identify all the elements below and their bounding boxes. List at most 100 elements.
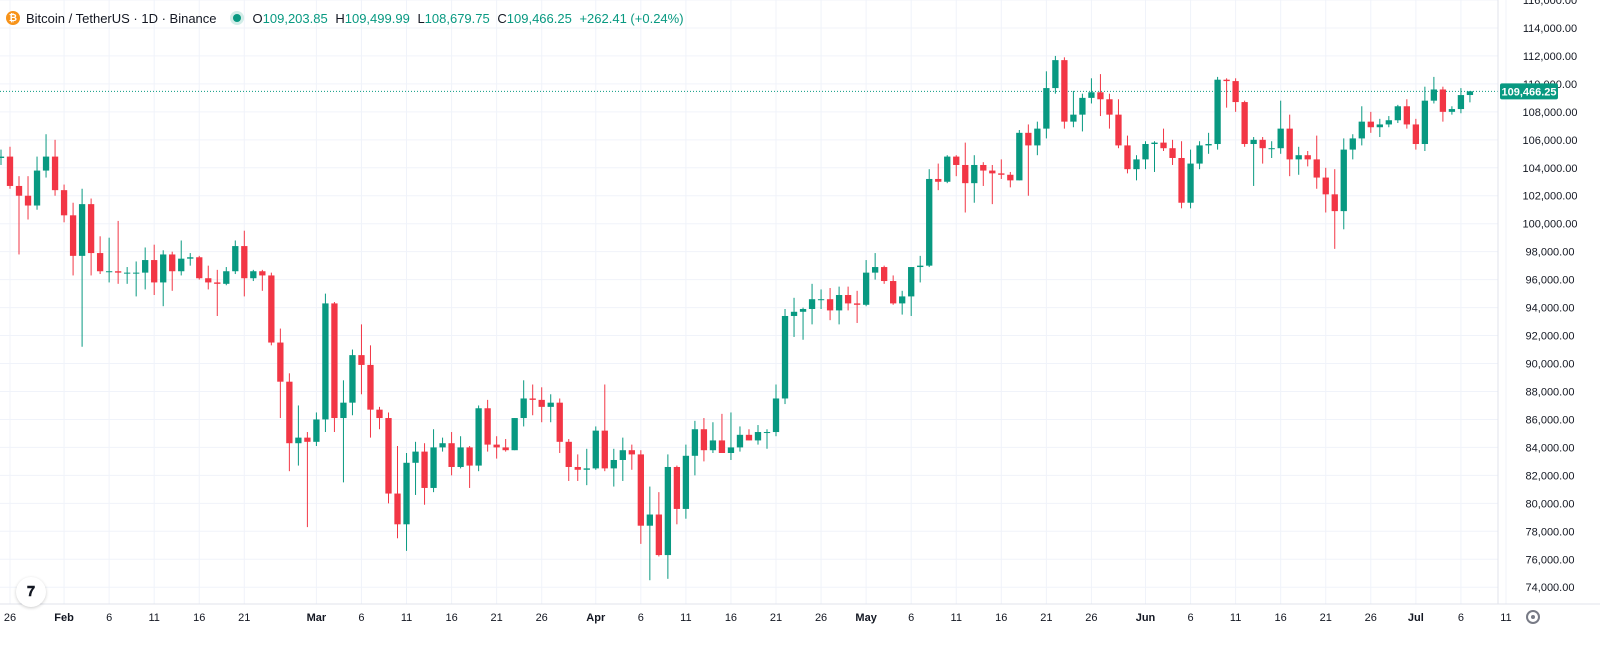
candle[interactable] bbox=[547, 394, 554, 423]
candle[interactable] bbox=[268, 272, 275, 346]
price-axis[interactable]: 116,000.00114,000.00112,000.00110,000.00… bbox=[1497, 0, 1578, 604]
candle[interactable] bbox=[890, 275, 897, 305]
candle[interactable] bbox=[971, 155, 978, 203]
candle[interactable] bbox=[601, 384, 608, 472]
candle[interactable] bbox=[6, 146, 14, 189]
candle[interactable] bbox=[223, 267, 230, 286]
candle[interactable] bbox=[1061, 57, 1068, 129]
candle[interactable] bbox=[709, 422, 717, 453]
candle[interactable] bbox=[538, 387, 545, 423]
candle[interactable] bbox=[394, 446, 401, 539]
candle[interactable] bbox=[881, 265, 888, 284]
candle[interactable] bbox=[853, 290, 861, 323]
candle[interactable] bbox=[331, 302, 338, 433]
candle[interactable] bbox=[1466, 90, 1474, 103]
candle[interactable] bbox=[646, 486, 653, 581]
candle[interactable] bbox=[1106, 93, 1113, 129]
candle[interactable] bbox=[385, 412, 392, 504]
candle[interactable] bbox=[1232, 78, 1239, 112]
candle[interactable] bbox=[1295, 146, 1302, 175]
candle[interactable] bbox=[214, 269, 221, 316]
candle[interactable] bbox=[1367, 111, 1374, 133]
candle[interactable] bbox=[475, 405, 482, 472]
candle[interactable] bbox=[1124, 135, 1131, 174]
candle[interactable] bbox=[1259, 137, 1266, 164]
candle[interactable] bbox=[502, 439, 509, 452]
candle[interactable] bbox=[628, 444, 635, 470]
candle[interactable] bbox=[87, 198, 95, 276]
candle[interactable] bbox=[142, 247, 149, 290]
candle[interactable] bbox=[998, 159, 1005, 179]
candle[interactable] bbox=[358, 324, 365, 395]
candle[interactable] bbox=[908, 267, 915, 316]
candle[interactable] bbox=[1376, 118, 1383, 138]
candle[interactable] bbox=[430, 429, 437, 493]
candle[interactable] bbox=[241, 230, 248, 297]
candle[interactable] bbox=[1268, 141, 1275, 158]
candle[interactable] bbox=[367, 345, 374, 438]
candle[interactable] bbox=[899, 290, 906, 315]
candle[interactable] bbox=[1097, 74, 1104, 117]
candle[interactable] bbox=[826, 288, 834, 321]
candle[interactable] bbox=[844, 286, 852, 311]
candle[interactable] bbox=[520, 380, 527, 427]
candle[interactable] bbox=[781, 308, 789, 405]
candle[interactable] bbox=[340, 380, 347, 483]
candle[interactable] bbox=[1241, 100, 1248, 147]
candle[interactable] bbox=[935, 163, 942, 191]
candle[interactable] bbox=[322, 293, 329, 433]
candle[interactable] bbox=[1394, 104, 1401, 124]
candle[interactable] bbox=[304, 432, 311, 528]
candle[interactable] bbox=[1088, 78, 1095, 104]
candle[interactable] bbox=[511, 418, 518, 451]
candle[interactable] bbox=[799, 307, 807, 340]
candle[interactable] bbox=[962, 142, 969, 213]
candle[interactable] bbox=[457, 436, 464, 469]
candle[interactable] bbox=[1439, 86, 1447, 122]
candle[interactable] bbox=[736, 426, 744, 452]
candle[interactable] bbox=[1025, 124, 1032, 196]
candles[interactable] bbox=[0, 55, 1474, 581]
symbol-title[interactable]: Bitcoin / TetherUS · 1D · Binance bbox=[26, 10, 217, 26]
candle[interactable] bbox=[1187, 149, 1194, 209]
candle[interactable] bbox=[1250, 137, 1257, 186]
candle[interactable] bbox=[493, 436, 500, 459]
candle[interactable] bbox=[1322, 167, 1329, 213]
candle[interactable] bbox=[1349, 134, 1356, 160]
candle[interactable] bbox=[250, 269, 257, 282]
candle[interactable] bbox=[1052, 55, 1059, 94]
candle[interactable] bbox=[944, 155, 951, 184]
candle[interactable] bbox=[421, 443, 428, 505]
candle[interactable] bbox=[205, 265, 212, 290]
candle[interactable] bbox=[133, 261, 140, 297]
candle[interactable] bbox=[78, 188, 86, 347]
candle[interactable] bbox=[151, 244, 158, 296]
candle[interactable] bbox=[835, 286, 843, 325]
candle[interactable] bbox=[466, 446, 473, 488]
candle[interactable] bbox=[1007, 171, 1014, 188]
candle[interactable] bbox=[718, 413, 726, 453]
candle[interactable] bbox=[1412, 118, 1420, 150]
candle[interactable] bbox=[1457, 88, 1465, 114]
candle[interactable] bbox=[1340, 138, 1347, 230]
time-axis[interactable]: 26 Feb 6 11 16 21 Mar 6 11 16 21 26 Apr 6 11 16 21 26 May 6… bbox=[0, 603, 1600, 624]
settings-icon[interactable] bbox=[1526, 610, 1540, 624]
candle[interactable] bbox=[1178, 141, 1185, 209]
candle[interactable] bbox=[69, 202, 77, 276]
candle[interactable] bbox=[178, 240, 185, 276]
candle[interactable] bbox=[1385, 116, 1392, 128]
candle[interactable] bbox=[745, 429, 753, 441]
candle[interactable] bbox=[772, 384, 780, 437]
candle[interactable] bbox=[817, 289, 825, 309]
candle[interactable] bbox=[926, 169, 933, 268]
candle[interactable] bbox=[556, 398, 563, 453]
candle[interactable] bbox=[96, 236, 104, 275]
candle[interactable] bbox=[790, 297, 798, 337]
candle[interactable] bbox=[1286, 114, 1293, 177]
tradingview-logo-icon[interactable]: 𝟕 bbox=[16, 577, 46, 607]
candle[interactable] bbox=[610, 448, 617, 487]
candle[interactable] bbox=[989, 164, 996, 205]
candle[interactable] bbox=[1313, 135, 1320, 189]
candle[interactable] bbox=[917, 255, 924, 283]
